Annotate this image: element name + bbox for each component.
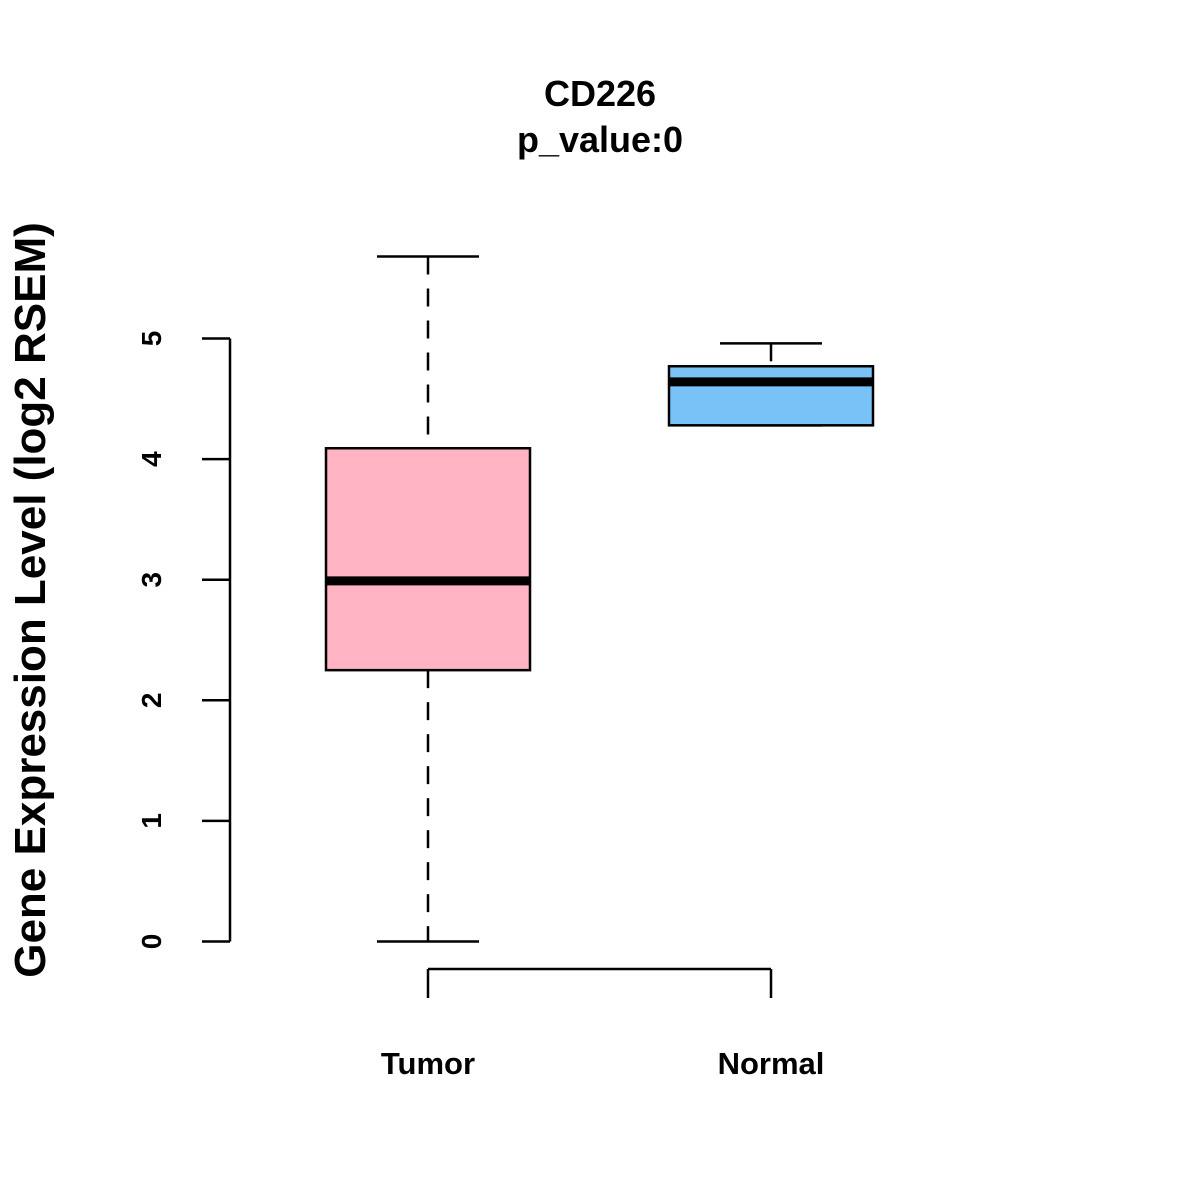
- x-tick-label: Tumor: [381, 1046, 475, 1081]
- box-normal: [667, 342, 875, 427]
- y-axis-label: Gene Expression Level (log2 RSEM): [6, 222, 55, 978]
- chart-subtitle: p_value:0: [517, 119, 683, 160]
- y-tick-label: 3: [136, 572, 167, 588]
- chart-title: CD226: [544, 73, 656, 114]
- y-tick-label: 1: [136, 813, 167, 829]
- y-tick-label: 2: [136, 693, 167, 709]
- x-axis: Tumor Normal: [381, 967, 825, 1081]
- box-series: [324, 255, 875, 943]
- box-tumor: [324, 255, 532, 943]
- y-tick-label: 4: [136, 451, 167, 467]
- y-axis: 0 1 2 3 4 5: [136, 331, 232, 950]
- x-tick-label: Normal: [718, 1046, 825, 1081]
- iqr-box: [667, 364, 875, 427]
- iqr-box: [324, 446, 532, 672]
- y-tick-label: 0: [136, 934, 167, 950]
- y-tick-label: 5: [136, 331, 167, 347]
